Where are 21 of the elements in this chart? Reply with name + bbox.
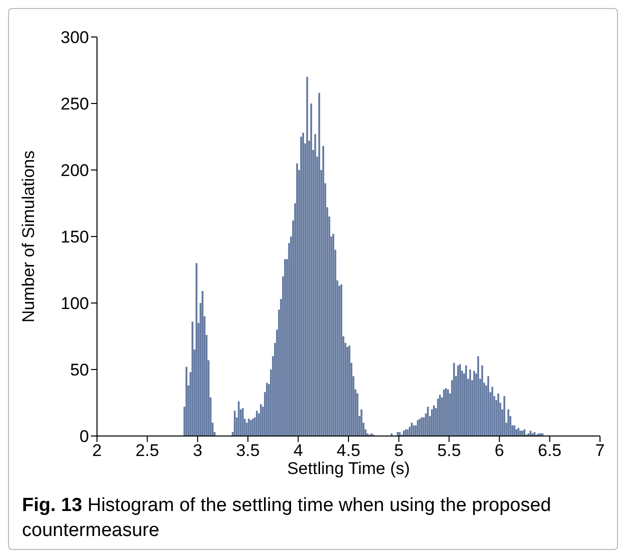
x-axis-title: Settling Time (s) bbox=[287, 459, 410, 478]
y-tick-label: 150 bbox=[60, 228, 89, 247]
y-tick-label: 300 bbox=[60, 28, 89, 48]
x-tick-label: 5.5 bbox=[437, 441, 461, 460]
x-tick-label: 4.5 bbox=[336, 441, 360, 460]
x-tick-label: 2.5 bbox=[135, 441, 160, 460]
y-tick-label: 250 bbox=[60, 94, 89, 114]
y-tick-label: 0 bbox=[80, 427, 89, 446]
x-tick-label: 2 bbox=[92, 441, 102, 460]
y-tick-label: 200 bbox=[60, 161, 89, 180]
caption: Fig. 13 Histogram of the settling time when using the proposed countermeasure bbox=[22, 494, 552, 543]
x-tick-label: 6 bbox=[494, 441, 504, 460]
x-tick-label: 4 bbox=[293, 441, 303, 460]
y-axis-title: Number of Simulations bbox=[19, 150, 38, 322]
y-tick-label: 50 bbox=[70, 360, 89, 380]
x-tick-label: 5 bbox=[394, 441, 404, 460]
x-tick-label: 3 bbox=[192, 441, 202, 460]
x-tick-label: 6.5 bbox=[538, 441, 562, 460]
y-tick-label: 100 bbox=[60, 294, 89, 314]
x-tick-label: 3.5 bbox=[236, 441, 260, 460]
x-tick-label: 7 bbox=[595, 441, 605, 460]
